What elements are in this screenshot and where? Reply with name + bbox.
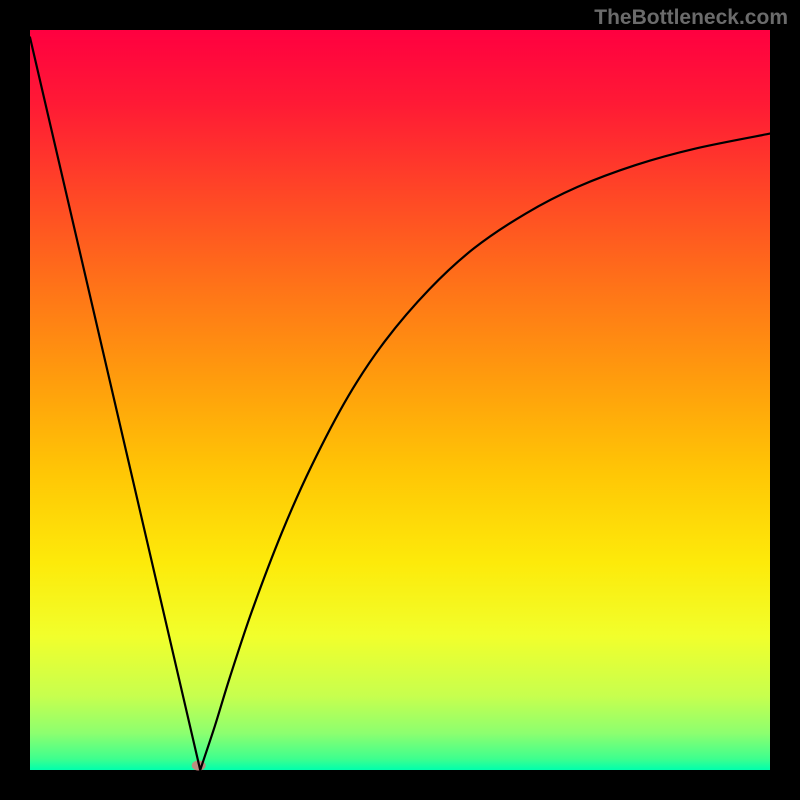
chart-root: TheBottleneck.com — [0, 0, 800, 800]
plot-background — [30, 30, 770, 770]
bottleneck-chart — [0, 0, 800, 800]
watermark-text: TheBottleneck.com — [594, 6, 788, 30]
